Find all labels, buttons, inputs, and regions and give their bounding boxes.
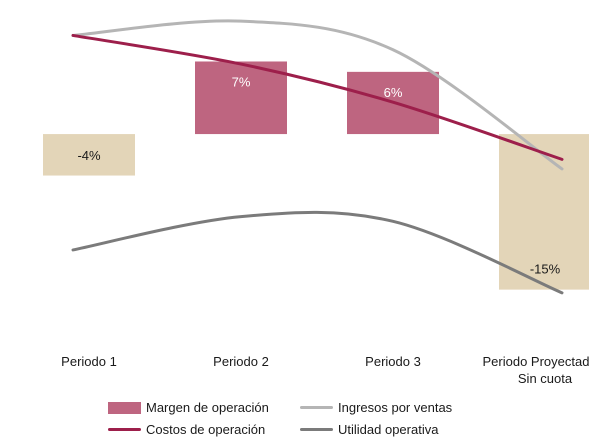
- chart: -4% 7% 6% -15% Periodo 1 Periodo 2 Periodo 3 Pe…: [43, 19, 589, 386]
- bar-label-1: -4%: [77, 148, 101, 163]
- bar-label-2: 7%: [232, 74, 251, 89]
- legend-swatch-costos: [108, 428, 141, 431]
- category-label-4-line-2: Sin cuota: [518, 371, 573, 386]
- legend-swatch-margen: [108, 401, 141, 414]
- category-label-3: Periodo 3: [365, 354, 421, 369]
- line-costos: [71, 33, 564, 161]
- bar-4: [499, 134, 589, 290]
- bar-label-3: 6%: [384, 85, 403, 100]
- legend-label-margen: Margen de operación: [146, 400, 269, 415]
- legend-label-costos: Costos de operación: [146, 422, 266, 437]
- bar-2: [195, 61, 287, 135]
- category-label-4-line-1: Periodo Proyectado 2: [482, 354, 589, 369]
- legend-item-ingresos: Ingresos por ventas: [300, 400, 452, 415]
- line-utilidad: [71, 210, 564, 295]
- category-label-2: Periodo 2: [213, 354, 269, 369]
- line-ingresos: [71, 19, 564, 171]
- category-label-1: Periodo 1: [61, 354, 117, 369]
- legend: Margen de operación Ingresos por ventas …: [0, 396, 589, 442]
- bar-1: [43, 134, 135, 176]
- legend-swatch-ingresos: [300, 406, 333, 409]
- legend-label-utilidad: Utilidad operativa: [338, 422, 439, 437]
- bar-label-4: -15%: [530, 262, 561, 277]
- legend-item-margen: Margen de operación: [108, 400, 269, 415]
- legend-label-ingresos: Ingresos por ventas: [338, 400, 453, 415]
- legend-swatch-utilidad: [300, 428, 333, 431]
- legend-item-costos: Costos de operación: [108, 422, 265, 437]
- legend-item-utilidad: Utilidad operativa: [300, 422, 438, 437]
